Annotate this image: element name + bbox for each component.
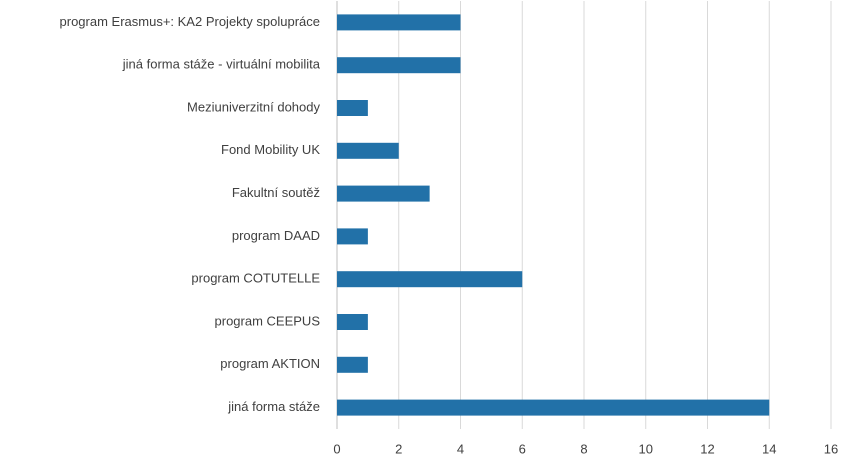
bar: [337, 185, 430, 202]
x-tick-label: 10: [639, 441, 653, 456]
x-tick-label: 12: [700, 441, 714, 456]
bar: [337, 399, 770, 416]
x-tick-label: 4: [457, 441, 464, 456]
bar: [337, 57, 461, 74]
y-tick-label: jiná forma stáže - virtuální mobilita: [122, 57, 321, 72]
x-tick-label: 2: [395, 441, 402, 456]
y-tick-label: Meziuniverzitní dohody: [187, 99, 320, 114]
x-tick-label: 6: [519, 441, 526, 456]
y-tick-label: jiná forma stáže: [227, 399, 320, 414]
x-tick-label: 0: [333, 441, 340, 456]
x-tick-label: 16: [824, 441, 838, 456]
y-tick-label: Fakultní soutěž: [232, 185, 320, 200]
x-tick-label: 8: [580, 441, 587, 456]
bar: [337, 142, 399, 159]
y-tick-label: program COTUTELLE: [191, 271, 320, 286]
bar: [337, 100, 368, 116]
bar: [337, 271, 523, 288]
y-tick-label: program Erasmus+: KA2 Projekty spoluprác…: [60, 14, 320, 29]
bar: [337, 356, 368, 373]
y-tick-label: program CEEPUS: [215, 313, 321, 328]
bar: [337, 228, 368, 245]
y-tick-label: Fond Mobility UK: [221, 142, 320, 157]
y-tick-label: program DAAD: [232, 228, 320, 243]
y-tick-label: program AKTION: [220, 356, 320, 371]
x-tick-label: 14: [762, 441, 776, 456]
bar: [337, 314, 368, 330]
bar: [337, 14, 461, 31]
